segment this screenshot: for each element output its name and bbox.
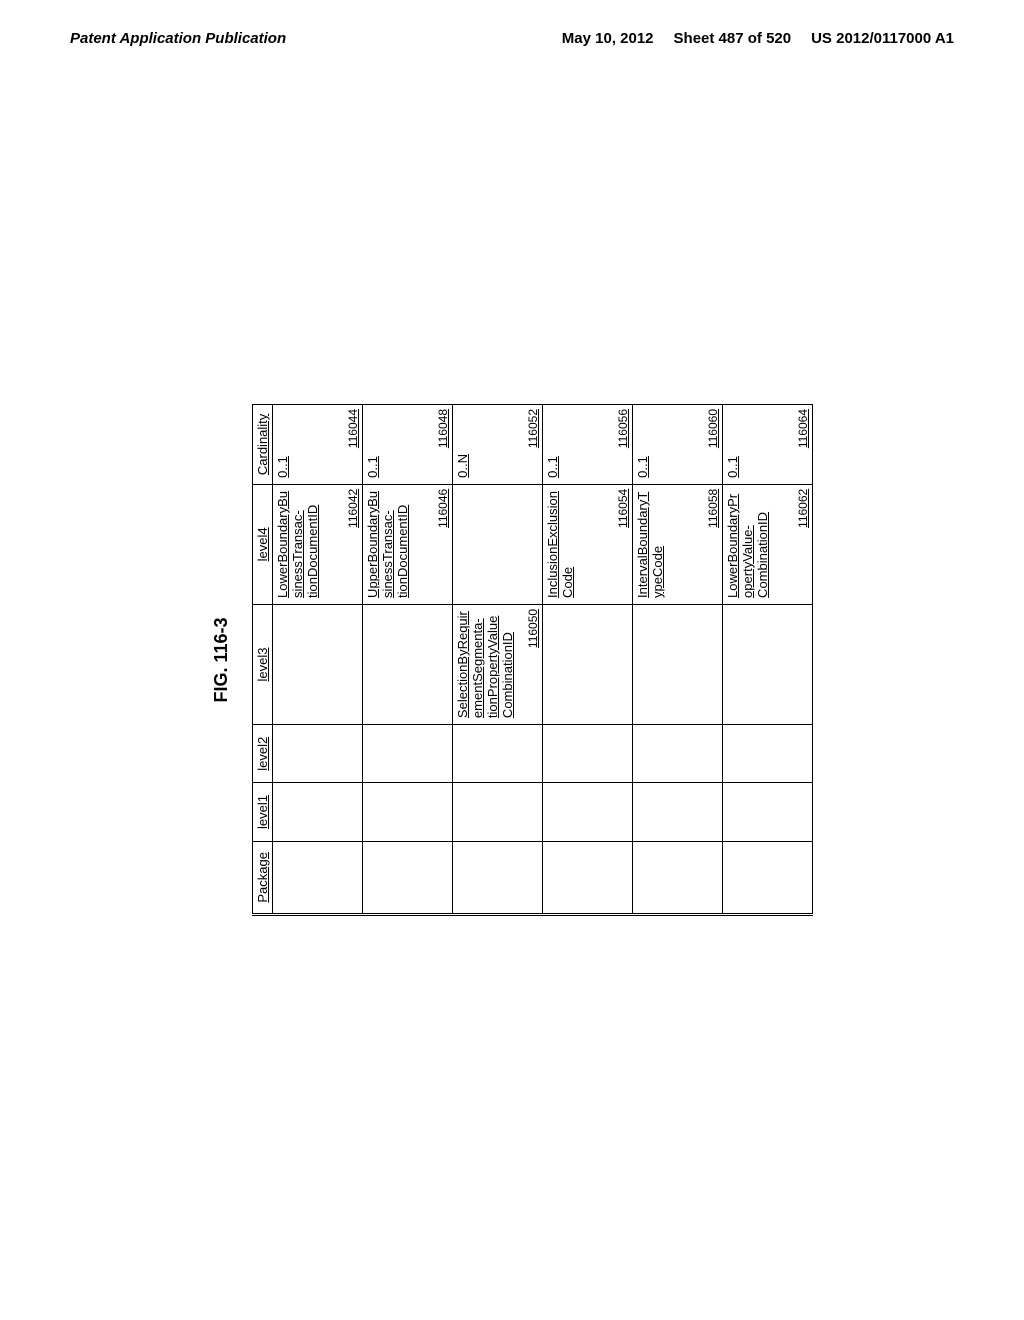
page-header: Patent Application Publication May 10, 2…: [0, 0, 1024, 57]
cell-level2: [363, 725, 453, 783]
cell-level1: [273, 783, 363, 841]
cell-package: [363, 841, 453, 914]
cell-cardinality: 0..1 116048: [363, 405, 453, 485]
level4-text: InclusionExclusionCode: [545, 491, 575, 598]
publication-label: Patent Application Publication: [70, 30, 286, 47]
table-row: SelectionByRequirementSegmenta-tionPrope…: [453, 405, 543, 915]
cardinality-id: 116056: [616, 409, 630, 448]
cell-package: [723, 841, 813, 914]
col-header-level2: level2: [253, 725, 273, 783]
table-row: UpperBoundaryBusinessTransac-tionDocumen…: [363, 405, 453, 915]
data-table: Package level1 level2 level3 level4 Card…: [252, 404, 813, 916]
level3-id: 116050: [526, 609, 540, 648]
level3-text: SelectionByRequirementSegmenta-tionPrope…: [455, 611, 515, 718]
cell-cardinality: 0..1 116044: [273, 405, 363, 485]
figure-title: FIG. 116-3: [211, 404, 232, 916]
cell-package: [453, 841, 543, 914]
level4-text: IntervalBoundaryTypeCode: [635, 492, 665, 598]
col-header-level1: level1: [253, 783, 273, 841]
cell-level2: [633, 725, 723, 783]
col-header-package: Package: [253, 841, 273, 914]
level4-id: 116042: [346, 489, 360, 528]
cell-level1: [633, 783, 723, 841]
cardinality-text: 0..1: [275, 456, 290, 478]
cell-level2: [543, 725, 633, 783]
publication-date: May 10, 2012: [562, 30, 654, 47]
table-body: LowerBoundaryBusinessTransac-tionDocumen…: [273, 405, 813, 915]
cell-level2: [723, 725, 813, 783]
cell-level2: [273, 725, 363, 783]
cell-level1: [543, 783, 633, 841]
cardinality-text: 0..1: [545, 456, 560, 478]
cardinality-id: 116064: [796, 409, 810, 448]
cardinality-id: 116044: [346, 409, 360, 448]
cell-package: [273, 841, 363, 914]
cell-level3: [543, 604, 633, 724]
page-content: FIG. 116-3 Package level1 level2 level3 …: [211, 404, 813, 916]
cell-level4: [453, 484, 543, 604]
cell-package: [543, 841, 633, 914]
table-header-row: Package level1 level2 level3 level4 Card…: [253, 405, 273, 915]
level4-text: UpperBoundaryBusinessTransac-tionDocumen…: [365, 491, 410, 598]
cell-level4: InclusionExclusionCode 116054: [543, 484, 633, 604]
cell-level4: IntervalBoundaryTypeCode 116058: [633, 484, 723, 604]
cardinality-id: 116048: [436, 409, 450, 448]
cell-level3: SelectionByRequirementSegmenta-tionPrope…: [453, 604, 543, 724]
table-row: LowerBoundaryBusinessTransac-tionDocumen…: [273, 405, 363, 915]
cell-level4: LowerBoundaryPropertyValue-CombinationID…: [723, 484, 813, 604]
cell-level3: [723, 604, 813, 724]
table-row: InclusionExclusionCode 116054 0..1 11605…: [543, 405, 633, 915]
cardinality-text: 0..N: [455, 454, 470, 478]
level4-id: 116062: [796, 489, 810, 528]
cell-cardinality: 0..1 116064: [723, 405, 813, 485]
cell-cardinality: 0..1 116056: [543, 405, 633, 485]
cell-package: [633, 841, 723, 914]
cardinality-id: 116052: [526, 409, 540, 448]
level4-id: 116046: [436, 489, 450, 528]
cell-level4: UpperBoundaryBusinessTransac-tionDocumen…: [363, 484, 453, 604]
level4-text: LowerBoundaryPropertyValue-CombinationID: [725, 494, 770, 598]
cell-level1: [363, 783, 453, 841]
cell-level2: [453, 725, 543, 783]
cell-level4: LowerBoundaryBusinessTransac-tionDocumen…: [273, 484, 363, 604]
col-header-level4: level4: [253, 484, 273, 604]
cell-cardinality: 0..N 116052: [453, 405, 543, 485]
table-row: LowerBoundaryPropertyValue-CombinationID…: [723, 405, 813, 915]
cardinality-id: 116060: [706, 409, 720, 448]
cell-level1: [723, 783, 813, 841]
header-right: May 10, 2012 Sheet 487 of 520 US 2012/01…: [562, 30, 954, 47]
cell-level1: [453, 783, 543, 841]
cardinality-text: 0..1: [635, 456, 650, 478]
cell-level3: [273, 604, 363, 724]
level4-id: 116054: [616, 489, 630, 528]
col-header-level3: level3: [253, 604, 273, 724]
level4-text: LowerBoundaryBusinessTransac-tionDocumen…: [275, 491, 320, 598]
cardinality-text: 0..1: [725, 456, 740, 478]
cardinality-text: 0..1: [365, 456, 380, 478]
level4-id: 116058: [706, 489, 720, 528]
cell-level3: [363, 604, 453, 724]
cell-level3: [633, 604, 723, 724]
table-row: IntervalBoundaryTypeCode 116058 0..1 116…: [633, 405, 723, 915]
col-header-cardinality: Cardinality: [253, 405, 273, 485]
publication-number: US 2012/0117000 A1: [811, 30, 954, 47]
cell-cardinality: 0..1 116060: [633, 405, 723, 485]
sheet-number: Sheet 487 of 520: [674, 30, 792, 47]
